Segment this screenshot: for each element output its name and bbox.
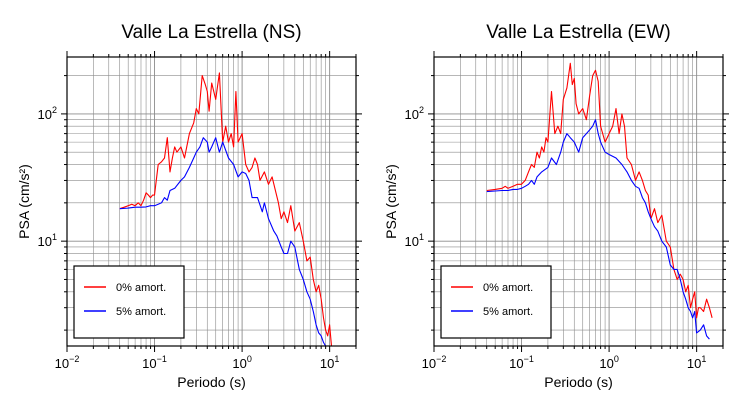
series-line-undamped bbox=[486, 62, 713, 319]
series-line-damped bbox=[119, 137, 327, 346]
y-tick-exponent: 1 bbox=[419, 232, 424, 242]
chart-title: Valle La Estrella (NS) bbox=[121, 22, 301, 43]
legend-label: 0% amort. bbox=[116, 282, 166, 294]
y-tick-exponent: 2 bbox=[52, 105, 57, 115]
y-tick-label: 102 bbox=[405, 105, 424, 122]
x-tick-label: 101 bbox=[320, 354, 339, 371]
x-tick-exponent: −2 bbox=[69, 354, 79, 364]
y-axis-label: PSA (cm/s²) bbox=[16, 164, 32, 239]
chart-title: Valle La Estrella (EW) bbox=[486, 22, 670, 43]
legend-box bbox=[440, 265, 552, 339]
y-tick-exponent: 1 bbox=[52, 232, 57, 242]
legend: 0% amort. 5% amort. bbox=[73, 265, 185, 339]
x-tick-label: 101 bbox=[687, 354, 706, 371]
y-tick-label: 101 bbox=[38, 232, 57, 249]
legend-label: 5% amort. bbox=[483, 306, 533, 318]
y-tick-base: 10 bbox=[38, 234, 52, 249]
plot-frame bbox=[66, 56, 357, 347]
x-tick-exponent: −1 bbox=[157, 354, 167, 364]
x-tick-exponent: −2 bbox=[436, 354, 446, 364]
legend-label: 0% amort. bbox=[483, 282, 533, 294]
x-tick-label: 10−1 bbox=[509, 354, 534, 371]
y-tick-exponent: 2 bbox=[419, 105, 424, 115]
y-tick-base: 10 bbox=[405, 234, 419, 249]
x-tick-exponent: −1 bbox=[524, 354, 534, 364]
x-tick-exponent: 0 bbox=[247, 354, 252, 364]
x-axis-label: Periodo (s) bbox=[177, 374, 245, 390]
x-tick-base: 10 bbox=[142, 356, 156, 371]
x-tick-exponent: 1 bbox=[701, 354, 706, 364]
y-tick-label: 101 bbox=[405, 232, 424, 249]
x-tick-exponent: 1 bbox=[334, 354, 339, 364]
series-line-undamped bbox=[119, 72, 333, 346]
x-tick-base: 10 bbox=[599, 356, 613, 371]
legend: 0% amort. 5% amort. bbox=[440, 265, 552, 339]
x-tick-label: 100 bbox=[232, 354, 251, 371]
x-tick-label: 10−1 bbox=[142, 354, 167, 371]
y-tick-base: 10 bbox=[405, 107, 419, 122]
x-tick-base: 10 bbox=[687, 356, 701, 371]
x-tick-base: 10 bbox=[232, 356, 246, 371]
series-group bbox=[486, 62, 713, 340]
x-tick-base: 10 bbox=[509, 356, 523, 371]
x-tick-base: 10 bbox=[422, 356, 436, 371]
x-tick-label: 100 bbox=[599, 354, 618, 371]
x-tick-label: 10−2 bbox=[55, 354, 80, 371]
x-tick-base: 10 bbox=[55, 356, 69, 371]
x-tick-label: 10−2 bbox=[422, 354, 447, 371]
series-group bbox=[119, 72, 333, 346]
x-tick-exponent: 0 bbox=[614, 354, 619, 364]
y-tick-base: 10 bbox=[38, 107, 52, 122]
y-axis-label: PSA (cm/s²) bbox=[383, 164, 399, 239]
plot-frame bbox=[433, 56, 724, 347]
y-tick-label: 102 bbox=[38, 105, 57, 122]
x-tick-base: 10 bbox=[320, 356, 334, 371]
legend-label: 5% amort. bbox=[116, 306, 166, 318]
legend-box bbox=[73, 265, 185, 339]
x-axis-label: Periodo (s) bbox=[544, 374, 612, 390]
series-line-damped bbox=[486, 119, 710, 340]
